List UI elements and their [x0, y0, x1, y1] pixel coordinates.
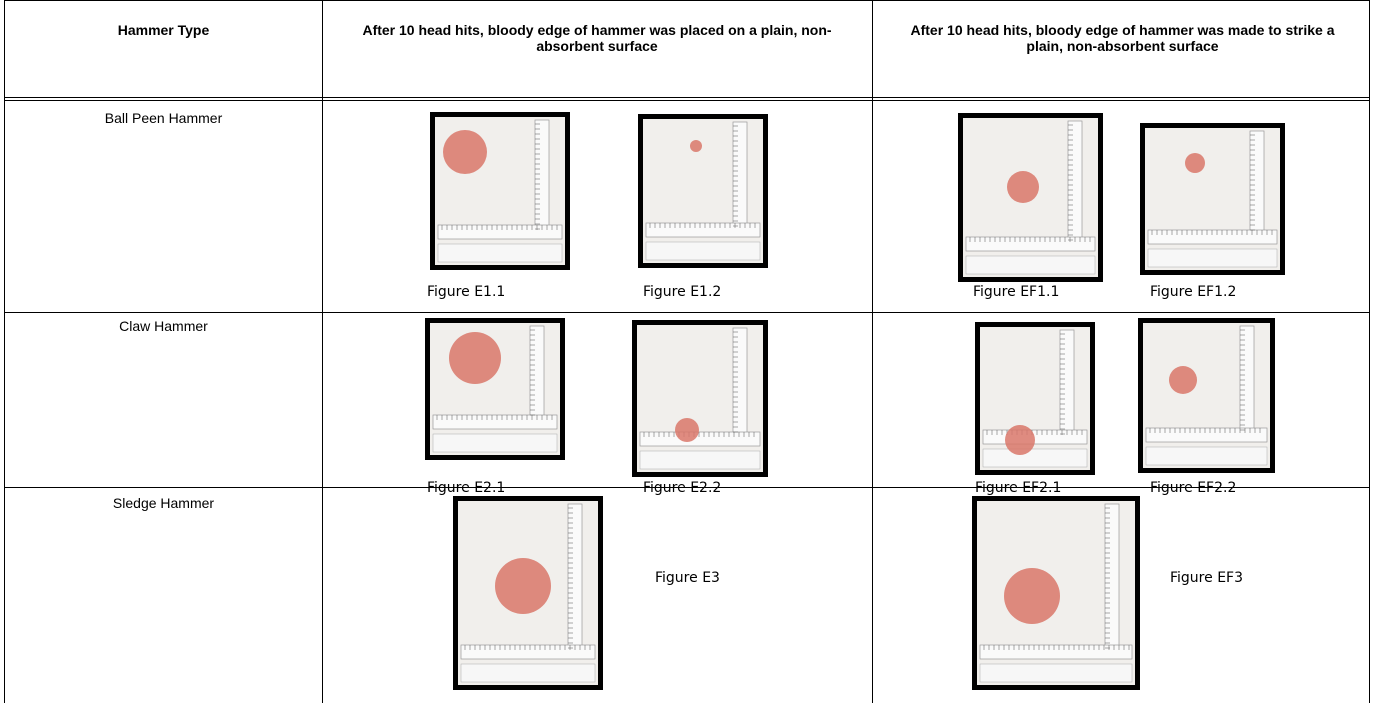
blood-stain: [1169, 366, 1197, 394]
blood-stain: [1005, 425, 1035, 455]
ruler-lower: [982, 448, 1088, 468]
ruler-vertical: [567, 503, 583, 654]
blood-stain: [443, 130, 487, 174]
blood-stain: [1185, 153, 1205, 173]
ruler-lower: [639, 450, 761, 470]
ruler-horizontal: [645, 222, 761, 238]
figure-caption: Figure EF2.2: [1150, 480, 1237, 496]
figure-caption: Figure E1.2: [643, 284, 722, 300]
figure-photo: [1140, 123, 1285, 275]
ruler-lower: [437, 243, 563, 263]
header-cell: After 10 head hits, bloody edge of hamme…: [362, 22, 832, 54]
ruler-vertical: [1249, 130, 1265, 239]
figure-caption: Figure EF1.1: [973, 284, 1060, 300]
figure-caption: Figure EF1.2: [1150, 284, 1237, 300]
ruler-horizontal: [1145, 427, 1268, 443]
ruler-lower: [1145, 446, 1268, 466]
ruler-vertical: [732, 327, 748, 441]
ruler-horizontal: [982, 429, 1088, 445]
ruler-horizontal: [965, 236, 1096, 252]
ruler-lower: [1147, 248, 1278, 268]
figure-photo: [975, 322, 1095, 475]
ruler-vertical: [534, 119, 550, 234]
figure-photo: [958, 113, 1103, 282]
ruler-vertical: [529, 325, 545, 424]
ruler-vertical: [1239, 325, 1255, 437]
figure-caption: Figure EF3: [1170, 570, 1244, 586]
ruler-horizontal: [639, 431, 761, 447]
figure-caption: Figure EF2.1: [975, 480, 1062, 496]
ruler-lower: [432, 433, 558, 453]
header-cell: After 10 head hits, bloody edge of hamme…: [910, 22, 1335, 54]
ruler-horizontal: [460, 644, 596, 660]
figure-caption: Figure E2.2: [643, 480, 722, 496]
ruler-lower: [645, 241, 761, 261]
figure-photo: [1138, 318, 1275, 473]
ruler-lower: [460, 663, 596, 683]
ruler-horizontal: [1147, 229, 1278, 245]
ruler-horizontal: [432, 414, 558, 430]
blood-stain: [675, 418, 699, 442]
figure-photo: [453, 496, 603, 690]
hammer-type: Ball Peen Hammer: [104, 110, 223, 126]
ruler-lower: [979, 663, 1133, 683]
figure-caption: Figure E3: [655, 570, 720, 586]
blood-stain: [449, 332, 501, 384]
header-cell: Hammer Type: [117, 22, 210, 38]
figure-caption: Figure E2.1: [427, 480, 506, 496]
ruler-vertical: [1067, 120, 1083, 246]
blood-stain: [690, 140, 702, 152]
figure-caption: Figure E1.1: [427, 284, 506, 300]
figure-photo: [638, 114, 768, 268]
figure-photo: [972, 496, 1140, 690]
blood-stain: [1004, 568, 1060, 624]
figure-photo: [632, 320, 768, 477]
ruler-vertical: [1104, 503, 1120, 654]
blood-stain: [495, 558, 551, 614]
table-grid: [4, 0, 1370, 703]
ruler-vertical: [732, 121, 748, 232]
hammer-type: Sledge Hammer: [112, 495, 215, 511]
ruler-lower: [965, 255, 1096, 275]
ruler-horizontal: [437, 224, 563, 240]
blood-stain: [1007, 171, 1039, 203]
hammer-type: Claw Hammer: [119, 318, 208, 334]
figure-photo: [425, 318, 565, 460]
figure-photo: [430, 112, 570, 270]
